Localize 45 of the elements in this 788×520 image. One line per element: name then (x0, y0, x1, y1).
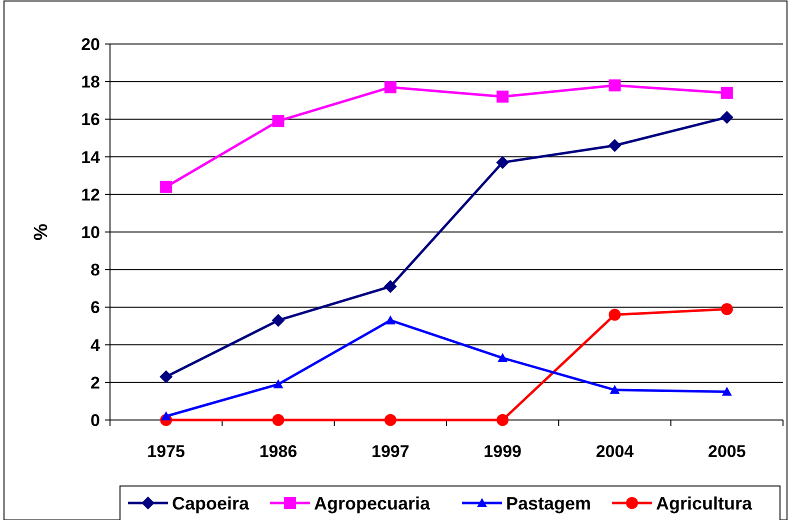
x-tick-label: 2005 (708, 442, 746, 461)
point (273, 379, 284, 388)
y-tick-label: 0 (90, 410, 100, 430)
point (272, 414, 284, 426)
point (160, 180, 172, 193)
point (161, 411, 172, 420)
point (722, 386, 732, 396)
point (272, 314, 285, 327)
legend-label: Capoeira (172, 493, 250, 514)
y-tick-label: 16 (81, 110, 100, 130)
point (610, 384, 620, 394)
legend-label: Agropecuaria (314, 493, 432, 514)
point (608, 79, 621, 92)
y-tick-label: 20 (81, 34, 100, 54)
legend-label: Pastagem (506, 493, 592, 514)
point (272, 115, 284, 128)
y-tick-label: 4 (90, 336, 101, 355)
point (496, 90, 509, 103)
x-tick-label: 2004 (596, 442, 634, 461)
y-axis-title: % (31, 223, 52, 240)
point (160, 370, 173, 384)
x-tick-label: 1999 (484, 442, 522, 461)
point (496, 414, 509, 426)
y-tick-label: 6 (90, 298, 100, 318)
y-tick-label: 8 (90, 260, 100, 280)
point (496, 156, 510, 169)
y-tick-label: 14 (81, 148, 101, 167)
point (498, 352, 508, 362)
x-tick-label: 1997 (372, 442, 410, 461)
point (384, 280, 397, 294)
x-tick-label: 1975 (147, 442, 185, 461)
x-tick-label: 1986 (259, 442, 298, 461)
point (384, 81, 396, 94)
y-tick-label: 2 (90, 373, 100, 392)
point (608, 139, 622, 152)
point (720, 110, 734, 124)
point (384, 414, 396, 426)
y-tick-label: 18 (81, 72, 100, 92)
legend-label: Agricultura (656, 493, 753, 514)
point (720, 303, 733, 316)
point (385, 315, 396, 324)
y-tick-label: 10 (81, 222, 100, 242)
y-tick-label: 12 (81, 185, 100, 204)
point (720, 86, 733, 99)
point (608, 308, 621, 321)
